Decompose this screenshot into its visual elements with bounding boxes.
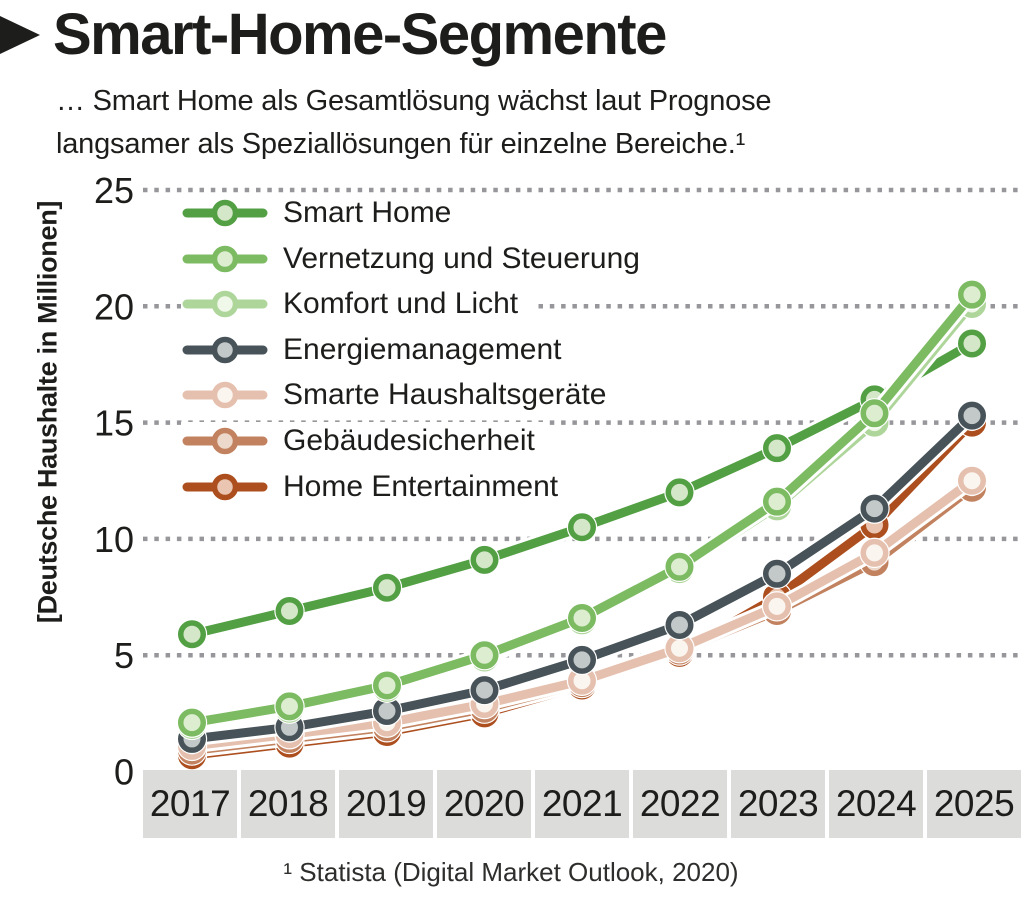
series-vernetzung-und-steuerung <box>176 279 988 738</box>
series-smart-home <box>176 328 988 650</box>
y-tick-0: 0 <box>114 752 134 793</box>
subtitle-line-1: … Smart Home als Gesamtlösung wächst lau… <box>56 85 772 117</box>
data-point-smart-home-2021 <box>568 513 596 542</box>
data-point-smart-home-2019 <box>373 573 401 602</box>
legend-item-smart-home: Smart Home <box>181 194 466 232</box>
data-point-smarte-haushaltsger-te-2023 <box>763 592 791 621</box>
legend-marker-icon <box>182 473 268 500</box>
legend-marker-icon <box>182 336 268 364</box>
legend-marker-icon <box>182 382 268 409</box>
y-axis-label: [Deutsche Haushalte in Millionen] <box>32 200 63 624</box>
x-axis-year-cell-2017: 2017 <box>143 770 237 838</box>
y-tick-15: 15 <box>94 403 134 444</box>
legend-label: Gebäudesicherheit <box>283 423 535 457</box>
subtitle-line-2: langsamer als Speziallösungen für einzel… <box>56 128 746 160</box>
y-tick-5: 5 <box>114 635 134 676</box>
legend-item-komfort-und-licht: Komfort und Licht <box>181 285 533 324</box>
x-axis-year-cell-2020: 2020 <box>437 770 531 838</box>
legend-label: Vernetzung und Steuerung <box>283 241 640 275</box>
data-point-vernetzung-und-steuerung-2017 <box>178 708 206 737</box>
y-tick-20: 20 <box>94 286 134 327</box>
chart-legend: Smart Home Vernetzung und Steuerung Komfor… <box>181 194 654 513</box>
legend-marker-icon <box>182 245 268 272</box>
data-point-vernetzung-und-steuerung-2022 <box>665 552 694 581</box>
x-axis-year-cell-2021: 2021 <box>535 770 629 838</box>
data-point-smart-home-2025 <box>958 329 986 358</box>
data-point-smarte-haushaltsger-te-2025 <box>958 466 986 495</box>
legend-dot <box>211 245 239 272</box>
legend-label: Komfort und Licht <box>283 287 519 321</box>
data-point-smart-home-2017 <box>178 620 206 649</box>
y-tick-25: 25 <box>94 170 134 211</box>
data-point-energiemanagement-2022 <box>665 610 694 639</box>
title-arrow-icon <box>0 16 40 54</box>
data-point-energiemanagement-2023 <box>763 559 791 588</box>
data-point-smart-home-2022 <box>665 478 694 507</box>
data-point-energiemanagement-2019 <box>373 697 401 726</box>
data-point-vernetzung-und-steuerung-2019 <box>373 671 401 700</box>
legend-dot <box>211 290 239 318</box>
x-axis-year-cell-2019: 2019 <box>339 770 433 838</box>
data-point-energiemanagement-2020 <box>470 676 499 705</box>
subtitle: … Smart Home als Gesamtlösung wächst lau… <box>56 80 772 166</box>
legend-label: Home Entertainment <box>283 469 559 503</box>
data-point-vernetzung-und-steuerung-2024 <box>860 399 889 428</box>
x-axis-year-cell-2018: 2018 <box>241 770 335 838</box>
legend-dot <box>211 382 239 409</box>
legend-item-vernetzung-und-steuerung: Vernetzung und Steuerung <box>181 239 654 278</box>
data-point-energiemanagement-2021 <box>568 645 596 674</box>
y-tick-10: 10 <box>94 519 134 560</box>
data-point-smart-home-2020 <box>470 545 499 574</box>
x-axis: 2017 2018 2019 2020 2021 2022 2023 2024 2025 <box>143 770 1021 838</box>
legend-label: Smart Home <box>283 196 452 229</box>
data-point-energiemanagement-2025 <box>958 401 986 430</box>
x-axis-year-cell-2024: 2024 <box>829 770 923 838</box>
legend-marker-icon <box>182 427 268 455</box>
legend-dot <box>211 336 239 364</box>
legend-marker-icon <box>182 199 268 227</box>
legend-dot <box>211 427 239 455</box>
legend-item-smarte-haushaltsger-te: Smarte Haushaltsgeräte <box>181 376 621 415</box>
title-row: Smart-Home-Segmente <box>0 2 667 67</box>
data-point-vernetzung-und-steuerung-2021 <box>568 603 596 632</box>
data-point-energiemanagement-2024 <box>860 494 889 523</box>
x-axis-year-cell-2022: 2022 <box>633 770 727 838</box>
x-axis-year-cell-2023: 2023 <box>731 770 825 838</box>
legend-item-energiemanagement: Energiemanagement <box>181 330 576 369</box>
series-energiemanagement <box>176 400 988 755</box>
legend-label: Smarte Haushaltsgeräte <box>283 378 607 412</box>
data-point-vernetzung-und-steuerung-2020 <box>470 641 499 670</box>
data-point-vernetzung-und-steuerung-2025 <box>958 280 986 309</box>
legend-label: Energiemanagement <box>283 332 562 366</box>
legend-dot <box>211 473 239 500</box>
legend-marker-icon <box>182 290 268 318</box>
data-point-vernetzung-und-steuerung-2023 <box>763 487 791 516</box>
data-point-smarte-haushaltsger-te-2022 <box>665 634 694 663</box>
data-point-smarte-haushaltsger-te-2024 <box>860 538 889 567</box>
legend-item-home-entertainment: Home Entertainment <box>181 467 573 506</box>
data-point-smart-home-2023 <box>763 434 791 463</box>
x-axis-year-cell-2025: 2025 <box>927 770 1021 838</box>
data-point-vernetzung-und-steuerung-2018 <box>275 692 304 721</box>
data-point-smart-home-2018 <box>275 597 304 626</box>
legend-dot <box>211 199 239 227</box>
source-footnote: ¹ Statista (Digital Market Outlook, 2020… <box>283 857 739 887</box>
page-title: Smart-Home-Segmente <box>53 2 667 67</box>
legend-item-geb-udesicherheit: Gebäudesicherheit <box>181 421 549 460</box>
